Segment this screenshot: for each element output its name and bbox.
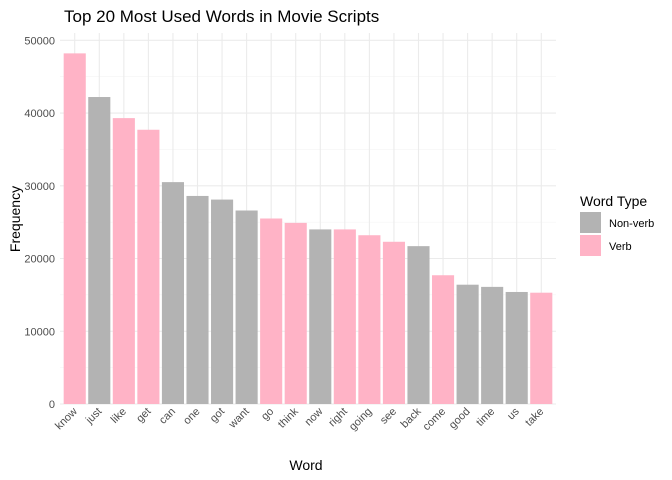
bar-now [309, 229, 332, 404]
y-axis-title: Frequency [7, 186, 23, 252]
bar-just [88, 97, 111, 404]
bar-go [260, 218, 283, 404]
bar-know [63, 53, 86, 405]
legend: Word Type Non-verb Verb [580, 193, 654, 256]
x-tick-label: take [523, 406, 546, 429]
y-axis-ticks: 0 10000 20000 30000 40000 50000 [24, 35, 55, 411]
legend-swatch [580, 235, 601, 256]
x-tick-label: go [259, 406, 276, 423]
bar-got [211, 199, 234, 404]
y-tick-label: 40000 [24, 108, 55, 120]
x-axis-title: Word [289, 457, 322, 473]
x-tick-label: now [303, 406, 326, 429]
x-tick-label: want [226, 406, 252, 432]
legend-title: Word Type [580, 193, 647, 209]
bar-good [456, 284, 479, 404]
bar-come [432, 275, 455, 404]
chart-title: Top 20 Most Used Words in Movie Scripts [64, 7, 379, 26]
x-tick-label: see [378, 406, 399, 427]
y-tick-label: 20000 [24, 254, 55, 266]
bar-like [112, 118, 135, 405]
bar-want [235, 210, 258, 404]
bar-back [407, 246, 430, 404]
legend-label: Non-verb [609, 218, 654, 230]
bar-us [505, 291, 528, 404]
x-tick-label: going [347, 406, 375, 434]
x-tick-label: just [83, 406, 104, 427]
x-axis-ticks: know just like get can one got want go think now ri… [53, 405, 546, 433]
bar-think [284, 222, 307, 404]
x-tick-label: get [134, 406, 153, 425]
x-tick-label: know [53, 406, 80, 433]
y-tick-label: 50000 [24, 35, 55, 47]
x-tick-label: good [447, 406, 473, 432]
y-tick-label: 30000 [24, 181, 55, 193]
bar-can [161, 182, 184, 404]
x-tick-label: one [181, 406, 202, 427]
x-tick-label: us [505, 405, 522, 422]
bar-see [382, 241, 405, 404]
bar-going [358, 235, 381, 404]
x-tick-label: think [276, 405, 301, 430]
bars [63, 53, 553, 405]
x-tick-label: can [157, 406, 178, 427]
y-tick-label: 10000 [24, 326, 55, 338]
legend-label: Verb [609, 241, 632, 253]
x-tick-label: right [326, 406, 350, 430]
bar-get [137, 129, 160, 404]
bar-one [186, 195, 209, 404]
x-tick-label: got [208, 406, 227, 425]
bar-right [333, 229, 356, 404]
x-tick-label: time [474, 406, 497, 429]
bar-time [481, 286, 504, 404]
x-tick-label: like [109, 406, 129, 426]
bar-take [530, 292, 553, 404]
x-tick-label: back [399, 405, 424, 430]
x-tick-label: come [421, 406, 449, 434]
legend-swatch [580, 212, 601, 233]
y-tick-label: 0 [49, 399, 55, 411]
